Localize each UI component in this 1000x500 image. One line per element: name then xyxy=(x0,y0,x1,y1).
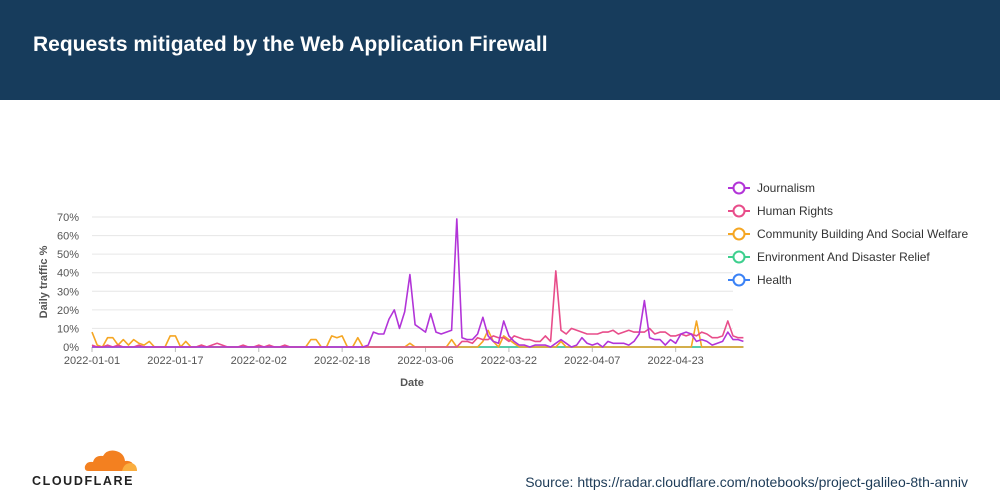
page-title: Requests mitigated by the Web Applicatio… xyxy=(33,33,548,56)
legend-marker-health xyxy=(732,273,746,287)
legend-marker-environment-and-disaster-relief xyxy=(732,250,746,264)
legend-marker-human-rights xyxy=(732,204,746,218)
x-tick-label: 2022-02-18 xyxy=(314,355,370,367)
legend-label-journalism: Journalism xyxy=(757,181,815,195)
header-bar: Requests mitigated by the Web Applicatio… xyxy=(0,0,1000,100)
y-tick-label: 60% xyxy=(57,231,79,243)
x-tick-label: 2022-03-22 xyxy=(481,355,537,367)
axes: Daily traffic % Date 0% 10% 20% 30% 40% 50% 60… xyxy=(38,212,704,389)
x-tick-label: 2022-03-06 xyxy=(397,355,453,367)
x-axis-label: Date xyxy=(400,377,424,389)
legend-label-environment-and-disaster-relief: Environment And Disaster Relief xyxy=(757,250,930,264)
legend-marker-community-building-and-social-welfare xyxy=(732,227,746,241)
cloudflare-logo: CLOUDFLARE xyxy=(32,447,142,492)
y-tick-label: 10% xyxy=(57,323,79,335)
y-tick-label: 50% xyxy=(57,249,79,261)
series-line-community-building-and-social-welfare xyxy=(91,320,744,348)
x-tick-label: 2022-04-23 xyxy=(648,355,704,367)
series-lines xyxy=(91,218,744,348)
legend-label-community-building-and-social-welfare: Community Building And Social Welfare xyxy=(757,227,969,241)
x-tick-label: 2022-04-07 xyxy=(564,355,620,367)
y-tick-label: 70% xyxy=(57,212,79,224)
series-line-journalism xyxy=(92,218,744,348)
x-tick-label: 2022-02-02 xyxy=(231,355,287,367)
y-axis-label: Daily traffic % xyxy=(38,245,50,318)
legend-label-health: Health xyxy=(757,273,792,287)
legend-label-human-rights: Human Rights xyxy=(757,204,833,218)
x-tick-label: 2022-01-17 xyxy=(147,355,203,367)
x-tick-label: 2022-01-01 xyxy=(64,355,120,367)
logo-wordmark: CLOUDFLARE xyxy=(32,474,135,488)
y-tick-label: 0% xyxy=(63,342,79,354)
y-tick-label: 40% xyxy=(57,268,79,280)
source-link[interactable]: Source: https://radar.cloudflare.com/not… xyxy=(525,474,968,490)
cloud-icon xyxy=(84,450,137,471)
legend-marker-journalism xyxy=(732,181,746,195)
legend: Journalism Human Rights Community Building… xyxy=(728,181,969,287)
series-line-human-rights xyxy=(91,270,744,348)
y-tick-label: 20% xyxy=(57,305,79,317)
line-chart: Daily traffic % Date 0% 10% 20% 30% 40% 50% 60… xyxy=(38,181,969,389)
grid-lines xyxy=(92,216,733,348)
y-tick-label: 30% xyxy=(57,286,79,298)
